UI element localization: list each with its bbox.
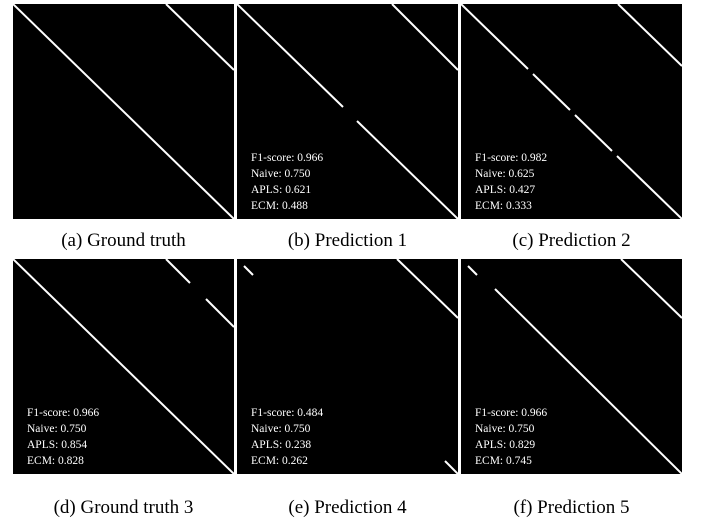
ecm-score: ECM: 0.745 <box>475 455 532 467</box>
road-lines <box>237 4 458 219</box>
apls-score: APLS: 0.427 <box>475 184 536 196</box>
road-segment <box>205 298 234 328</box>
f1-score: F1-score: 0.966 <box>475 407 548 419</box>
apls-score: APLS: 0.621 <box>251 184 312 196</box>
f1-score: F1-score: 0.966 <box>27 407 100 419</box>
panel-f-image: F1-score: 0.966 Naive: 0.750 APLS: 0.829… <box>461 259 682 474</box>
apls-score: APLS: 0.854 <box>27 439 88 451</box>
panel-d-image: F1-score: 0.966 Naive: 0.750 APLS: 0.854… <box>13 259 234 474</box>
road-segment <box>165 4 234 71</box>
metrics-box: F1-score: 0.484 Naive: 0.750 APLS: 0.238… <box>251 405 323 469</box>
panel-e-image: F1-score: 0.484 Naive: 0.750 APLS: 0.238… <box>237 259 458 474</box>
caption-f: (f) Prediction 5 <box>513 497 630 518</box>
road-lines <box>243 259 458 474</box>
road-lines <box>461 4 682 219</box>
road-lines <box>467 259 682 474</box>
ecm-score: ECM: 0.828 <box>27 455 84 467</box>
road-segment <box>444 460 458 474</box>
metrics-box: F1-score: 0.966 Naive: 0.750 APLS: 0.829… <box>475 405 547 469</box>
naive-score: Naive: 0.750 <box>27 423 87 435</box>
f1-score: F1-score: 0.966 <box>251 152 324 164</box>
road-lines <box>13 259 234 474</box>
road-segment <box>237 4 344 108</box>
road-segment <box>13 4 234 219</box>
f1-score: F1-score: 0.982 <box>475 152 548 164</box>
panel-c-image: F1-score: 0.982 Naive: 0.625 APLS: 0.427… <box>461 4 682 219</box>
apls-score: APLS: 0.829 <box>475 439 536 451</box>
ecm-score: ECM: 0.333 <box>475 200 532 212</box>
road-segment <box>494 288 682 474</box>
road-segment <box>461 4 529 70</box>
caption-e: (e) Prediction 4 <box>288 497 407 518</box>
naive-score: Naive: 0.750 <box>251 168 311 180</box>
ecm-score: ECM: 0.262 <box>251 455 308 467</box>
road-segment <box>243 265 254 276</box>
ecm-score: ECM: 0.488 <box>251 200 308 212</box>
road-segment <box>532 73 571 111</box>
road-segment <box>391 4 458 71</box>
road-segment <box>396 259 458 319</box>
road-lines <box>13 4 234 219</box>
panel-b-image: F1-score: 0.966 Naive: 0.750 APLS: 0.621… <box>237 4 458 219</box>
road-segment <box>356 120 458 219</box>
road-segment <box>165 259 191 284</box>
caption-d: (d) Ground truth 3 <box>53 497 194 518</box>
road-segment <box>574 114 613 152</box>
apls-score: APLS: 0.238 <box>251 439 312 451</box>
caption-c: (c) Prediction 2 <box>512 230 631 251</box>
road-segment <box>616 155 682 219</box>
road-segment <box>13 259 234 474</box>
naive-score: Naive: 0.750 <box>251 423 311 435</box>
panel-a-image <box>13 4 234 219</box>
metrics-box: F1-score: 0.982 Naive: 0.625 APLS: 0.427… <box>475 150 547 214</box>
f1-score: F1-score: 0.484 <box>251 407 324 419</box>
road-segment <box>620 259 682 319</box>
caption-a: (a) Ground truth <box>61 230 186 251</box>
road-segment <box>617 4 682 67</box>
metrics-box: F1-score: 0.966 Naive: 0.750 APLS: 0.621… <box>251 150 323 214</box>
road-segment <box>467 265 478 276</box>
naive-score: Naive: 0.750 <box>475 423 535 435</box>
caption-b: (b) Prediction 1 <box>287 230 408 251</box>
metrics-box: F1-score: 0.966 Naive: 0.750 APLS: 0.854… <box>27 405 99 469</box>
naive-score: Naive: 0.625 <box>475 168 535 180</box>
